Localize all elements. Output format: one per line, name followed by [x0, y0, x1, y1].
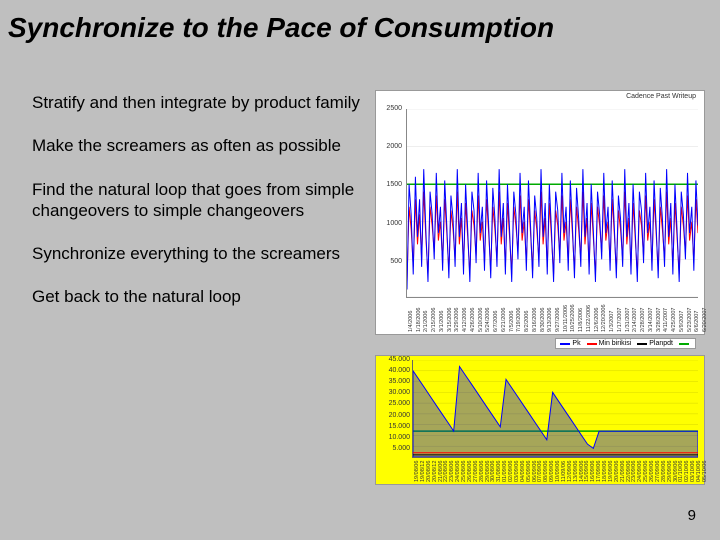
bullet-item: Get back to the natural loop [32, 286, 362, 307]
x-axis-label: 9/13/2006 [547, 308, 553, 332]
x-axis-label: 1/3/2007 [609, 311, 615, 332]
chart-inventory: PkMin birikisiPlanpdt 5.00010.00015.0002… [375, 355, 705, 485]
x-axis-label: 28/08/06 [479, 461, 485, 482]
x-axis-label: 2/15/2006 [431, 308, 437, 332]
x-axis-label: 1/18/2006 [416, 308, 422, 332]
x-axis-label: 20/08/12 [432, 461, 438, 482]
legend-item [679, 340, 691, 347]
bullet-item: Synchronize everything to the screamers [32, 243, 362, 264]
y-axis-label: 20.000 [378, 412, 410, 419]
x-axis-label: 28/09/06 [661, 461, 667, 482]
x-axis-label: 6/20/2007 [702, 308, 708, 332]
x-axis-label: 04/09/06 [520, 461, 526, 482]
x-axis-label: 12/20/2006 [601, 304, 607, 332]
y-axis-label: 15.000 [378, 423, 410, 430]
x-axis-label: 12/6/2006 [594, 308, 600, 332]
x-axis-label: 5/24/2006 [485, 308, 491, 332]
x-axis-label: 20/09/06 [614, 461, 620, 482]
x-axis-label: 2/1/2006 [423, 311, 429, 332]
x-axis-label: 12/09/06 [567, 461, 573, 482]
x-axis-label: 4/26/2006 [470, 308, 476, 332]
chart-cadence: Cadence Past Writeup 500 1000 1500 2000 2500… [375, 90, 705, 335]
x-axis-label: 7/5/2006 [509, 311, 515, 332]
x-axis-label: 6/21/2006 [501, 308, 507, 332]
x-axis-label: 05/09/06 [526, 461, 532, 482]
x-axis-label: 3/29/2006 [454, 308, 460, 332]
bullet-item: Stratify and then integrate by product f… [32, 92, 362, 113]
x-axis-label: 4/25/2007 [671, 308, 677, 332]
chart-title: Cadence Past Writeup [626, 93, 696, 100]
y-axis-label: 1000 [378, 220, 402, 227]
y-axis-label: 5.000 [378, 445, 410, 452]
y-axis-label: 25.000 [378, 400, 410, 407]
legend-item: Pk [560, 340, 580, 347]
x-axis-label: 5/10/2006 [478, 308, 484, 332]
chart-legend: Pk Min birikisi Planpdt [555, 338, 696, 349]
y-axis-label: 2000 [378, 143, 402, 150]
x-axis-label: 9/27/2006 [555, 308, 561, 332]
x-axis-label: 1/31/2007 [625, 308, 631, 332]
bullet-item: Find the natural loop that goes from sim… [32, 179, 362, 222]
x-axis-label: 2/28/2007 [640, 308, 646, 332]
x-axis-label: 7/19/2006 [516, 308, 522, 332]
x-axis-label: 3/28/2007 [656, 308, 662, 332]
x-axis-label: 6/6/2007 [694, 311, 700, 332]
legend-item: Planpdt [637, 340, 673, 347]
x-axis-label: 13/09/06 [573, 461, 579, 482]
y-axis-label: 1500 [378, 181, 402, 188]
x-axis-label: 3/1/2006 [439, 311, 445, 332]
y-axis-label: 30.000 [378, 389, 410, 396]
x-axis-label: 4/12/2006 [462, 308, 468, 332]
x-axis-label: 03/09/06 [514, 461, 520, 482]
y-axis-label: 500 [378, 258, 402, 265]
x-axis-label: 3/14/2007 [648, 308, 654, 332]
x-axis-label: 8/2/2006 [524, 311, 530, 332]
x-axis-label: 5/23/2007 [687, 308, 693, 332]
x-axis-label: 5/9/2007 [679, 311, 685, 332]
x-axis-label: 1/4/2006 [408, 311, 414, 332]
y-axis-label: 10.000 [378, 434, 410, 441]
slide-title: Synchronize to the Pace of Consumption [0, 0, 720, 44]
x-axis-label: 27/08/06 [473, 461, 479, 482]
x-axis-label: 26/08/06 [467, 461, 473, 482]
x-axis-label: 3/15/2006 [447, 308, 453, 332]
chart-plot-area [412, 360, 698, 458]
x-axis-label: 10/11/2006 [563, 305, 569, 332]
chart-plot-area [406, 109, 698, 298]
y-axis-label: 45.000 [378, 356, 410, 363]
x-axis-label: 8/30/2006 [540, 308, 546, 332]
x-axis-label: 4/11/2007 [663, 308, 669, 332]
x-axis-label: 11/22/2006 [586, 305, 592, 332]
x-axis-label: 20/08/06 [426, 461, 432, 482]
x-axis-label: 05/10/06 [702, 461, 708, 482]
y-axis-label: 2500 [378, 105, 402, 112]
x-axis-label: 1/17/2007 [617, 308, 623, 332]
x-axis-label: 10/25/2006 [570, 304, 576, 332]
x-axis-label: 6/7/2006 [493, 311, 499, 332]
y-axis-label: 35.000 [378, 378, 410, 385]
legend-item: Min birikisi [587, 340, 632, 347]
bullet-item: Make the screamers as often as possible [32, 135, 362, 156]
y-axis-label: 40.000 [378, 367, 410, 374]
x-axis-label: 29/09/06 [667, 461, 673, 482]
x-axis-label: 19/08/12 [420, 461, 426, 482]
x-axis-label: 8/16/2006 [532, 308, 538, 332]
page-number: 9 [688, 507, 696, 524]
bullet-list: Stratify and then integrate by product f… [32, 92, 362, 330]
x-axis-label: 11/8/2006 [578, 308, 584, 332]
x-axis-label: 2/14/2007 [632, 308, 638, 332]
x-axis-label: 21/09/06 [620, 461, 626, 482]
